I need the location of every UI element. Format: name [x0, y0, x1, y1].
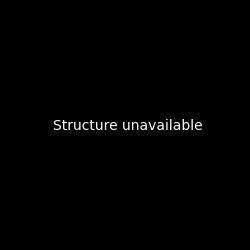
Text: Structure unavailable: Structure unavailable [53, 119, 203, 133]
